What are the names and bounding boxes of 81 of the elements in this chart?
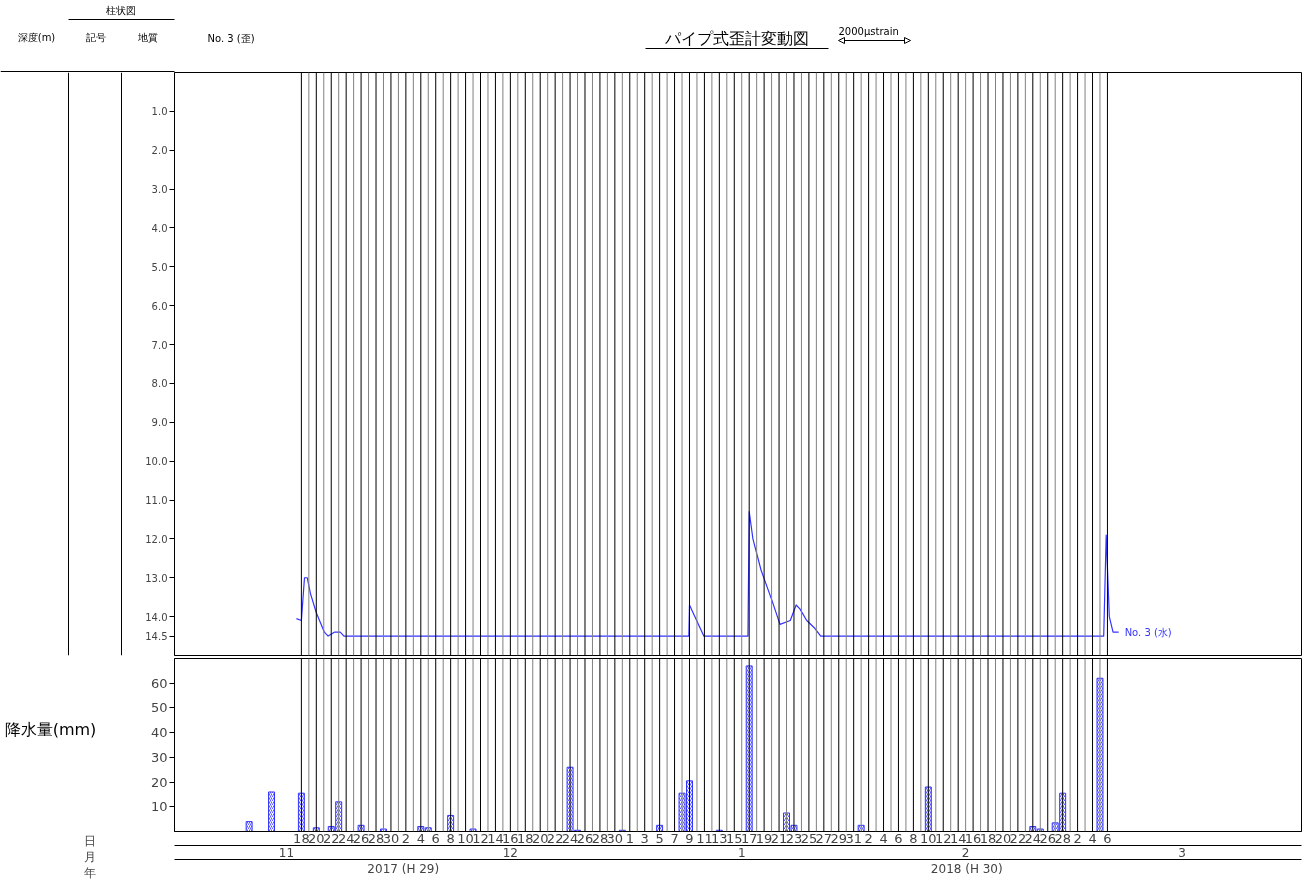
x-tick-label: 28 xyxy=(1054,830,1071,846)
x-tick-label: 8 xyxy=(909,830,918,846)
y-tick-label: 10 xyxy=(150,799,168,815)
y-axis-title: 降水量(mm) xyxy=(4,719,97,739)
x2-tick-label: 3 xyxy=(1178,845,1186,860)
y-tick-label: 7.0 xyxy=(151,339,168,351)
x-tick-label: 10 xyxy=(457,830,474,846)
y-tick-label: 10.0 xyxy=(145,456,168,468)
y-tick-label: 9.0 xyxy=(151,417,168,429)
y-tick-label: 20 xyxy=(150,774,168,790)
x-tick-label: 20 xyxy=(994,830,1012,846)
x-tick-label: 16 xyxy=(502,830,519,846)
x-tick-label: 11 xyxy=(696,830,713,846)
x-tick-label: 6 xyxy=(1103,830,1112,846)
x-tick-label: 30 xyxy=(382,830,400,846)
x-tick-label: 2 xyxy=(864,830,873,846)
x-tick-label: 6 xyxy=(431,830,440,846)
x-axis-title: 日 xyxy=(83,833,96,848)
x-tick-label: 5 xyxy=(655,830,664,846)
x-tick-label: 20 xyxy=(308,830,325,846)
text: 年 xyxy=(83,865,96,879)
x-tick-label: 30 xyxy=(606,830,624,846)
x-tick-label: 4 xyxy=(1088,830,1097,846)
x-tick-label: 14 xyxy=(949,830,967,846)
x-tick-label: 14 xyxy=(487,830,504,846)
x-tick-label: 6 xyxy=(894,830,903,846)
text: 地質 xyxy=(136,32,158,43)
y-tick-label: 12.0 xyxy=(145,533,168,545)
y-tick-label: 40 xyxy=(150,725,168,741)
x-tick-label: 22 xyxy=(546,830,564,846)
x-tick-label: 18 xyxy=(293,830,310,846)
text: 2000μstrain xyxy=(838,26,899,37)
x2-tick-label: 12 xyxy=(502,845,519,860)
x-tick-label: 7 xyxy=(670,830,679,846)
y-tick-label: 4.0 xyxy=(151,222,168,234)
x-tick-label: 18 xyxy=(517,830,534,846)
y-tick-label: 3.0 xyxy=(151,184,168,196)
x-tick-label: 28 xyxy=(367,830,385,846)
y-tick-label: 14.0 xyxy=(145,611,168,623)
x-tick-label: 24 xyxy=(561,830,579,846)
x-tick-label: 24 xyxy=(1024,830,1042,846)
text: 柱状図 xyxy=(105,5,136,16)
x-tick-label: 9 xyxy=(685,830,694,846)
y-tick-label: 14.5 xyxy=(145,631,168,643)
x2-tick-label: 1 xyxy=(737,845,746,860)
y-tick-label: 8.0 xyxy=(151,378,168,390)
x-tick-label: 15 xyxy=(726,830,743,846)
text: 2018 (H 30) xyxy=(930,861,1003,876)
x-tick-label: 3 xyxy=(640,830,649,846)
x2-tick-label: 2 xyxy=(961,845,970,860)
y-axis-title: 深度(m) xyxy=(17,32,56,43)
y-tick-label: 6.0 xyxy=(151,300,168,312)
y-tick-label: 13.0 xyxy=(145,572,168,584)
x-tick-label: 1 xyxy=(625,830,634,846)
series-label: No. 3 (水) xyxy=(1124,626,1172,638)
x-tick-label: 26 xyxy=(352,830,370,846)
x-tick-label: 8 xyxy=(446,830,455,846)
x-tick-label: 12 xyxy=(472,830,489,846)
x2-axis-title: 月 xyxy=(83,849,96,864)
x-tick-label: 4 xyxy=(416,830,425,846)
x-tick-label: 2 xyxy=(401,830,411,846)
text: 2017 (H 29) xyxy=(367,861,440,876)
x2-tick-label: 11 xyxy=(278,845,295,860)
x-tick-label: 4 xyxy=(879,830,888,846)
text: 記号 xyxy=(85,32,106,43)
x-tick-label: 23 xyxy=(785,830,803,846)
y-tick-label: 11.0 xyxy=(145,495,168,507)
text: No. 3 (歪) xyxy=(207,33,255,44)
x-tick-label: 28 xyxy=(591,830,609,846)
y-tick-label: 5.0 xyxy=(151,261,168,273)
y-tick-label: 1.0 xyxy=(151,106,168,118)
x-tick-label: 13 xyxy=(711,830,728,846)
x-tick-label: 2 xyxy=(1073,830,1082,846)
chart-title: パイプ式歪計変動図 xyxy=(663,29,809,48)
x-tick-label: 31 xyxy=(845,830,862,846)
y-tick-label: 2.0 xyxy=(151,145,168,157)
y-tick-label: 30 xyxy=(150,749,168,765)
x-tick-label: 26 xyxy=(576,830,594,846)
y-tick-label: 60 xyxy=(150,675,168,691)
y-tick-label: 50 xyxy=(150,700,168,716)
x-tick-label: 10 xyxy=(920,830,937,846)
